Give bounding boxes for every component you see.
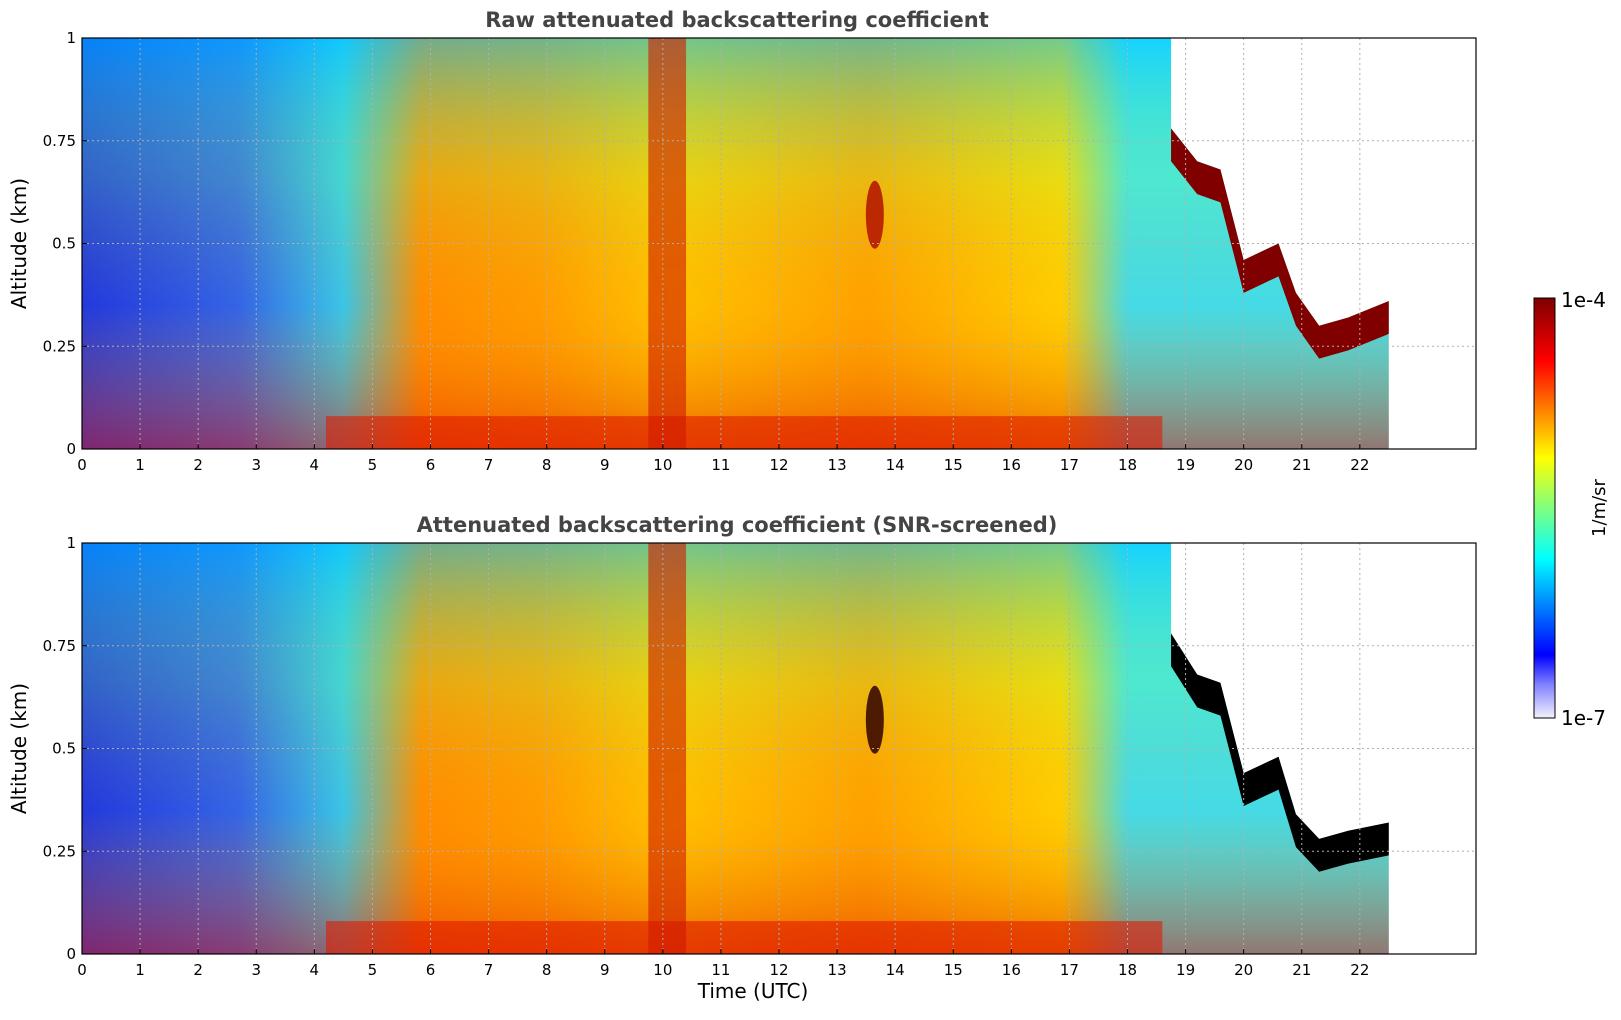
x-tick-label: 4 [310,456,320,474]
x-tick-label: 15 [944,961,963,979]
x-tick-label: 3 [251,456,261,474]
y-tick-label: 0.75 [43,132,76,150]
x-tick-label: 20 [1234,456,1253,474]
x-tick-label: 12 [769,456,788,474]
x-axis-label: Time (UTC) [697,979,809,1003]
x-tick-label: 2 [193,961,203,979]
x-tick-label: 17 [1060,961,1079,979]
panel-1: 0 1 2 3 4 5 6 7 8 9 10 11 12 13 14 15 16 17 18 19 20 21 2200.2… [7,8,1477,474]
x-tick-label: 17 [1060,456,1079,474]
x-tick-label: 1 [135,456,145,474]
x-tick-label: 7 [484,456,494,474]
x-tick-label: 21 [1292,961,1311,979]
x-tick-label: 1 [135,961,145,979]
x-tick-label: 11 [711,456,730,474]
colorbar-min-label: 1e-7 [1561,706,1606,730]
y-tick-label: 0 [66,440,76,458]
x-tick-label: 20 [1234,961,1253,979]
x-tick-label: 19 [1176,961,1195,979]
x-tick-label: 11 [711,961,730,979]
x-tick-label: 4 [310,961,320,979]
x-tick-label: 10 [653,456,672,474]
x-tick-label: 2 [193,456,203,474]
y-axis-label: Altitude (km) [7,178,31,309]
colorbar-max-label: 1e-4 [1561,288,1606,312]
heatmap-1 [82,38,1476,449]
x-tick-label: 0 [77,456,87,474]
x-tick-label: 8 [542,456,552,474]
x-tick-label: 9 [600,456,610,474]
x-tick-label: 16 [1002,961,1021,979]
x-tick-label: 18 [1118,456,1137,474]
panel-title: Attenuated backscattering coefficient (S… [417,513,1058,537]
heatmap-2 [82,543,1476,954]
panel-title: Raw attenuated backscattering coefficien… [485,8,989,32]
y-tick-label: 0 [66,945,76,963]
x-tick-label: 6 [426,456,436,474]
colorbar-scale [1533,297,1556,719]
x-tick-label: 22 [1350,456,1369,474]
x-tick-label: 3 [251,961,261,979]
x-tick-label: 22 [1350,961,1369,979]
x-tick-label: 13 [828,961,847,979]
y-tick-label: 0.25 [43,337,76,355]
x-tick-label: 7 [484,961,494,979]
x-tick-label: 6 [426,961,436,979]
y-tick-label: 0.25 [43,842,76,860]
x-tick-label: 9 [600,961,610,979]
x-tick-label: 16 [1002,456,1021,474]
y-tick-label: 1 [66,29,76,47]
x-tick-label: 14 [886,456,905,474]
y-axis-label: Altitude (km) [7,683,31,814]
y-tick-label: 0.75 [43,637,76,655]
x-tick-label: 5 [368,456,378,474]
x-tick-label: 8 [542,961,552,979]
x-tick-label: 10 [653,961,672,979]
x-tick-label: 18 [1118,961,1137,979]
colorbar: 1e-4 1e-7 1/m/sr [1533,288,1610,730]
x-tick-label: 13 [828,456,847,474]
x-tick-label: 5 [368,961,378,979]
x-tick-label: 14 [886,961,905,979]
y-tick-label: 0.5 [52,235,76,253]
x-tick-label: 21 [1292,456,1311,474]
colorbar-label: 1/m/sr [1589,478,1610,536]
y-tick-label: 1 [66,534,76,552]
x-tick-label: 19 [1176,456,1195,474]
panel-2: 0 1 2 3 4 5 6 7 8 9 10 11 12 13 14 15 16 17 18 19 20 21 2200.2… [7,513,1477,979]
x-tick-label: 12 [769,961,788,979]
x-tick-label: 15 [944,456,963,474]
y-tick-label: 0.5 [52,740,76,758]
x-tick-label: 0 [77,961,87,979]
